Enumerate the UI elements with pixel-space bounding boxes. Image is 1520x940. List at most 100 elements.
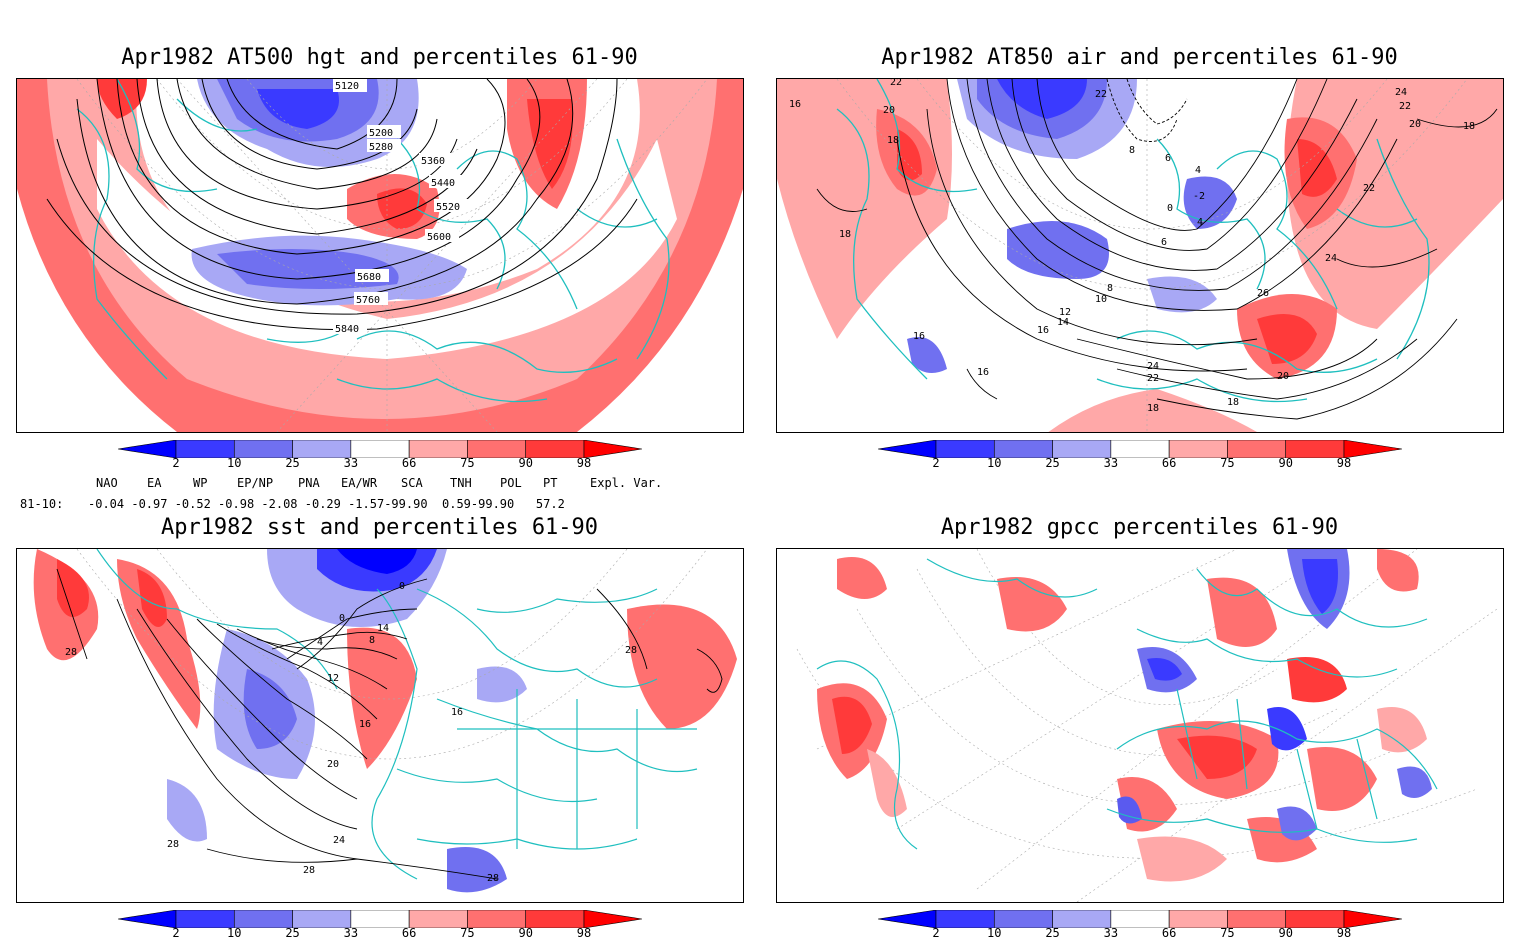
- colorbar-tick-label: 33: [343, 456, 359, 470]
- contour-label: 22: [1095, 89, 1107, 100]
- contour-label: 18: [1227, 397, 1239, 408]
- colorbar-segment: [583, 909, 643, 929]
- colorbar-segment: [993, 439, 1053, 459]
- sst-contours: [56, 568, 723, 880]
- colorbar-segment: [1110, 439, 1170, 459]
- index-values: -0.04 -0.97 -0.52 -0.98 -2.08 -0.29 -1.5…: [88, 497, 565, 511]
- contour-label: 5840: [335, 324, 359, 335]
- colorbar-tick-label: 33: [1103, 926, 1119, 940]
- precip-cold-anomalies: [1117, 549, 1432, 841]
- sst-contour-labels: 28 0 0 4 8 14 12 16 16 20 24 28 28 28 28: [65, 581, 637, 884]
- cold-anomaly-europe: [1183, 176, 1237, 229]
- colorbar-tick-label: 2: [932, 926, 940, 940]
- colorbar-segment: [467, 909, 527, 929]
- contour-label: 18: [839, 229, 851, 240]
- temperature-contours: [816, 79, 1498, 420]
- coastlines: [96, 549, 698, 880]
- colorbar-segment: [1285, 909, 1345, 929]
- colorbar-segment: [117, 439, 177, 459]
- contour-label: 5600: [427, 232, 451, 243]
- colorbar-tick-label: 10: [987, 456, 1002, 470]
- colorbar-segment: [1168, 439, 1228, 459]
- panel4-svg: [796, 549, 1498, 902]
- colorbar-panel1: 2 10 25 33 66 75 90 98: [117, 439, 643, 476]
- colorbar-segment: [175, 439, 235, 459]
- height-contours: [46, 79, 638, 331]
- colorbar-tick-label: 10: [227, 456, 242, 470]
- contour-label: 0: [399, 581, 405, 592]
- colorbar-segment: [1052, 909, 1112, 929]
- colorbar-svg: [117, 909, 643, 929]
- precip-warm-anomalies: [817, 549, 1427, 882]
- contour-label: 14: [1057, 317, 1069, 328]
- colorbar-segment: [350, 439, 410, 459]
- colorbar-tick-label: 66: [1161, 456, 1177, 470]
- contour-label: 5520: [436, 202, 460, 213]
- colorbar-tick-label: 2: [172, 926, 180, 940]
- colorbar-segment: [1110, 909, 1170, 929]
- contour-label: 0: [339, 613, 345, 624]
- contour-label: 26: [1257, 288, 1269, 299]
- colorbar-segment: [525, 909, 585, 929]
- colorbar-tick-label: 75: [460, 456, 475, 470]
- contour-label: 5280: [369, 142, 393, 153]
- panel3-svg: 28 0 0 4 8 14 12 16 16 20 24 28 28 28 28: [33, 549, 737, 893]
- colorbar-tick-label: 90: [518, 456, 533, 470]
- panel4-title: Apr1982 gpcc percentiles 61-90: [940, 515, 1339, 540]
- contour-label: 4: [317, 637, 323, 648]
- contour-label: 5440: [431, 178, 455, 189]
- warm-anomaly-indian: [627, 604, 737, 729]
- colorbar-segment: [233, 909, 293, 929]
- contour-label: 5360: [421, 156, 445, 167]
- contour-label: 24: [1325, 253, 1337, 264]
- colorbar-segment: [1052, 439, 1112, 459]
- colorbar-tick-label: 90: [518, 926, 533, 940]
- colorbar-tick-label: 66: [1161, 926, 1177, 940]
- colorbar-tick-label: 33: [1103, 456, 1119, 470]
- panel2-svg: 22 24 22 20 18 16 20 18 22 8 6 4 -2 0 4 …: [777, 79, 1503, 432]
- colorbar-tick-label: 25: [1045, 926, 1060, 940]
- panel3-title: Apr1982 sst and percentiles 61-90: [160, 515, 599, 540]
- colorbar-tick-label: 75: [460, 926, 475, 940]
- colorbar-svg: [877, 439, 1403, 459]
- colorbar-segment: [877, 439, 937, 459]
- contour-label: 0: [1167, 203, 1173, 214]
- contour-label: 22: [1363, 183, 1375, 194]
- colorbar-segment: [583, 439, 643, 459]
- contour-label: 8: [1107, 283, 1113, 294]
- panel3-map: 28 0 0 4 8 14 12 16 16 20 24 28 28 28 28: [16, 548, 744, 903]
- colorbar-segment: [1227, 439, 1287, 459]
- colorbar-segment: [467, 439, 527, 459]
- colorbar-segment: [1285, 439, 1345, 459]
- colorbar-tick-label: 25: [1045, 456, 1060, 470]
- colorbar-segment: [408, 439, 468, 459]
- contour-label: 28: [65, 647, 77, 658]
- colorbar-segment: [1227, 909, 1287, 929]
- colorbar-svg: [117, 439, 643, 459]
- colorbar-segment: [935, 439, 995, 459]
- colorbar-tick-label: 66: [401, 926, 417, 940]
- contour-label: 22: [1399, 101, 1411, 112]
- contour-label: 4: [1195, 165, 1201, 176]
- index-header: WP: [193, 476, 208, 490]
- contour-label: 28: [303, 865, 315, 876]
- contour-label: 16: [977, 367, 989, 378]
- contour-label: 14: [377, 623, 389, 634]
- contour-label: 6: [1161, 237, 1167, 248]
- contour-label: 24: [333, 835, 345, 846]
- colorbar-tick-label: 98: [1336, 926, 1352, 940]
- contour-label: 22: [1147, 373, 1159, 384]
- colorbar-tick-label: 25: [285, 456, 300, 470]
- contour-label: 5120: [335, 81, 359, 92]
- contour-label: 16: [359, 719, 371, 730]
- contour-label: 20: [883, 105, 895, 116]
- colorbar-tick-label: 33: [343, 926, 359, 940]
- colorbar-tick-label: 10: [987, 926, 1002, 940]
- contour-label: 4: [1197, 217, 1203, 228]
- colorbar-tick-label: 2: [932, 456, 940, 470]
- contour-label: 5680: [357, 272, 381, 283]
- colorbar-tick-label: 90: [1278, 926, 1293, 940]
- warm-anomaly-eastpacific: [117, 559, 201, 729]
- index-header: POL: [500, 476, 522, 490]
- colorbar-tick-label: 25: [285, 926, 300, 940]
